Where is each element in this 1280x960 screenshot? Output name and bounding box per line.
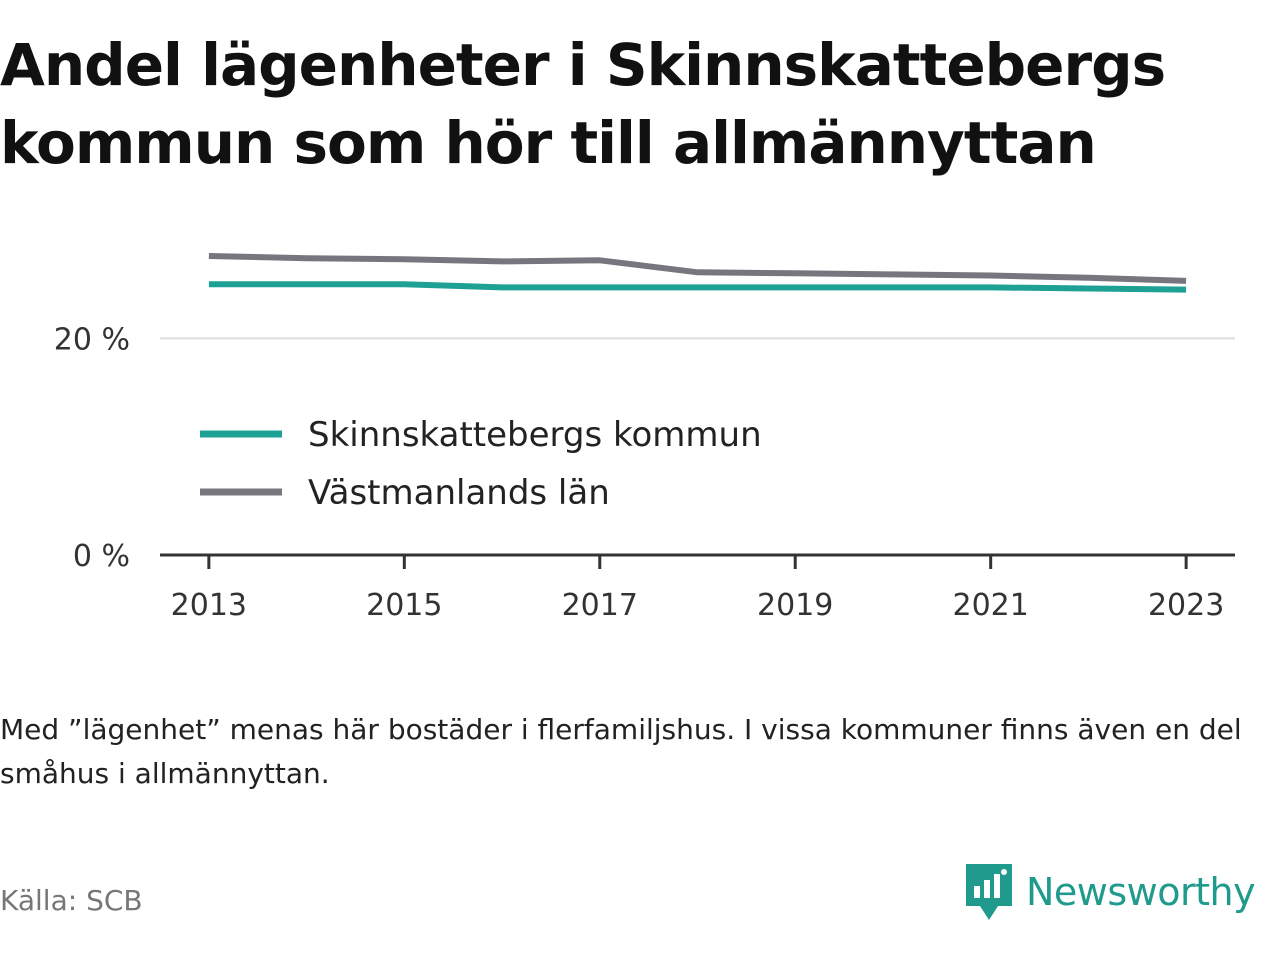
axes: 0 % 20 % 2013 2015 2017 2019 2021 2023 xyxy=(54,322,1235,623)
chart-title: Andel lägenheter i Skinnskattebergs komm… xyxy=(0,26,1270,182)
newsworthy-logo-icon xyxy=(966,864,1012,920)
chart-title-line-2: kommun som hör till allmännyttan xyxy=(0,109,1097,177)
legend-label: Skinnskattebergs kommun xyxy=(308,415,762,455)
y-tick-label: 20 % xyxy=(54,322,130,357)
legend: Skinnskattebergs kommun Västmanlands län xyxy=(200,415,762,513)
source-label: Källa: SCB xyxy=(0,884,143,917)
brand-name: Newsworthy xyxy=(1026,870,1256,914)
series-line xyxy=(208,253,1187,284)
x-tick-label: 2023 xyxy=(1148,588,1224,623)
line-chart: 0 % 20 % 2013 2015 2017 2019 2021 2023 Skinnska… xyxy=(54,253,1235,623)
series-lines xyxy=(208,253,1187,293)
x-tick-label: 2017 xyxy=(562,588,638,623)
x-tick-label: 2015 xyxy=(366,588,442,623)
y-tick-label: 0 % xyxy=(73,539,130,574)
footnote: Med ”lägenhet” menas här bostäder i fler… xyxy=(0,713,1242,790)
x-tick-label: 2019 xyxy=(757,588,833,623)
x-tick-label: 2021 xyxy=(953,588,1029,623)
series-line xyxy=(208,281,1187,293)
brand-logo: Newsworthy xyxy=(964,862,1256,922)
x-tick-label: 2013 xyxy=(171,588,247,623)
legend-label: Västmanlands län xyxy=(308,473,610,513)
chart-title-line-1: Andel lägenheter i Skinnskattebergs xyxy=(0,31,1166,99)
